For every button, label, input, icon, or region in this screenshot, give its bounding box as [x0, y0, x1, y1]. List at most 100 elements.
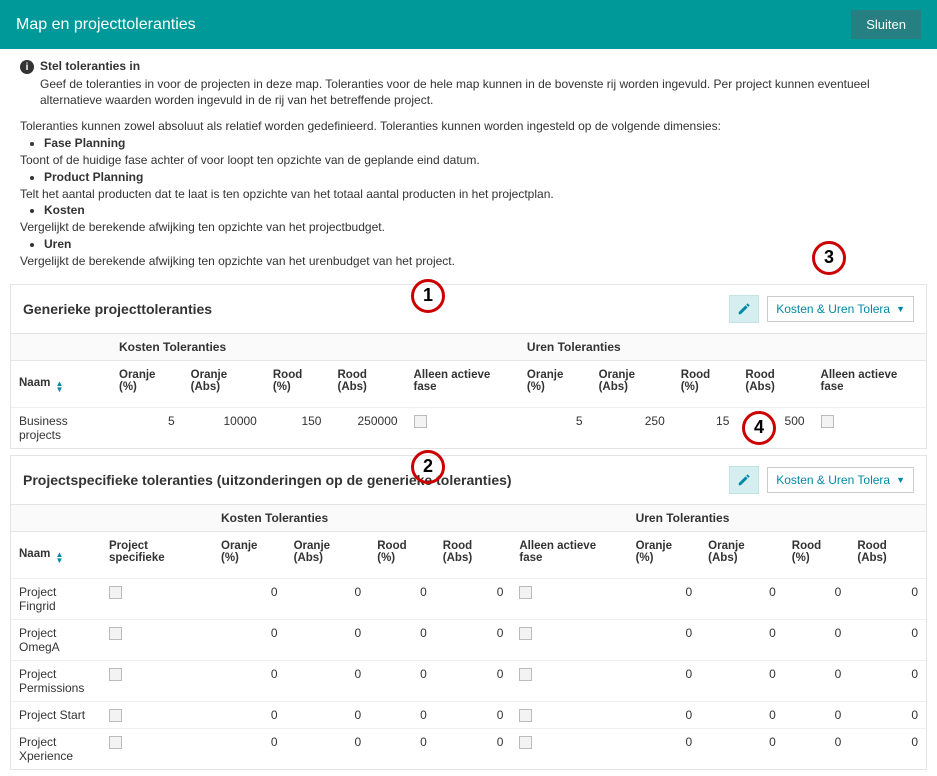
table-row: Project Permissions00000000	[11, 660, 926, 701]
checkbox[interactable]	[519, 736, 532, 749]
specific-table: Kosten Toleranties Uren Toleranties Naam…	[11, 504, 926, 769]
cell-ps	[101, 660, 213, 701]
cell-u-rpct: 0	[784, 660, 850, 701]
cell-u-oabs: 0	[700, 660, 784, 701]
cell-k-opct: 0	[213, 578, 286, 619]
cell-u-rabs: 500	[737, 407, 812, 448]
col-k-rabs: Rood (Abs)	[329, 360, 405, 407]
col-u-opct: Oranje (%)	[519, 360, 591, 407]
col-k-rabs: Rood (Abs)	[435, 531, 512, 578]
dimension-head: Product Planning	[44, 169, 917, 186]
dialog-header: Map en projecttoleranties Sluiten	[0, 0, 937, 49]
col-u-opct: Oranje (%)	[628, 531, 701, 578]
col-u-rabs: Rood (Abs)	[737, 360, 812, 407]
cell-k-rpct: 0	[369, 728, 435, 769]
checkbox[interactable]	[519, 627, 532, 640]
col-naam[interactable]: Naam ▲▼	[11, 360, 111, 407]
dimension-head: Fase Planning	[44, 135, 917, 152]
generic-edit-button[interactable]	[729, 295, 759, 323]
cell-u-opct: 0	[628, 578, 701, 619]
checkbox[interactable]	[109, 709, 122, 722]
cell-k-rpct: 0	[369, 660, 435, 701]
cell-u-rpct: 0	[784, 619, 850, 660]
close-button[interactable]: Sluiten	[851, 10, 921, 39]
checkbox[interactable]	[109, 627, 122, 640]
specific-title: Projectspecifieke toleranties (uitzonder…	[23, 472, 512, 488]
dropdown-label: Kosten & Uren Tolera	[776, 302, 890, 316]
sort-icon: ▲▼	[56, 552, 64, 564]
cell-ps	[101, 578, 213, 619]
checkbox[interactable]	[519, 668, 532, 681]
checkbox[interactable]	[519, 709, 532, 722]
callout-1: 1	[411, 279, 445, 313]
dimension-body: Vergelijkt de berekende afwijking ten op…	[20, 219, 917, 236]
cell-name: Project OmegA	[11, 619, 101, 660]
cell-k-oabs: 0	[286, 619, 370, 660]
col-k-opct: Oranje (%)	[111, 360, 183, 407]
cell-k-active	[511, 728, 627, 769]
col-u-oabs: Oranje (Abs)	[700, 531, 784, 578]
col-u-rpct: Rood (%)	[673, 360, 738, 407]
specific-view-dropdown[interactable]: Kosten & Uren Tolera ▼	[767, 467, 914, 493]
group-kosten: Kosten Toleranties	[213, 504, 628, 531]
cell-u-rpct: 15	[673, 407, 738, 448]
cell-u-opct: 0	[628, 701, 701, 728]
checkbox[interactable]	[109, 586, 122, 599]
cell-ps	[101, 701, 213, 728]
cell-k-oabs: 0	[286, 660, 370, 701]
cell-u-rpct: 0	[784, 578, 850, 619]
col-u-active: Alleen actieve fase	[813, 360, 926, 407]
cell-k-active	[406, 407, 519, 448]
checkbox[interactable]	[519, 586, 532, 599]
cell-u-opct: 5	[519, 407, 591, 448]
cell-u-rpct: 0	[784, 728, 850, 769]
cell-k-rabs: 0	[435, 619, 512, 660]
description-block: Toleranties kunnen zowel absoluut als re…	[0, 114, 937, 277]
col-k-opct: Oranje (%)	[213, 531, 286, 578]
dimension-body: Toont of de huidige fase achter of voor …	[20, 152, 917, 169]
table-row: Project Fingrid00000000	[11, 578, 926, 619]
cell-k-opct: 0	[213, 728, 286, 769]
dropdown-label: Kosten & Uren Tolera	[776, 473, 890, 487]
generic-view-dropdown[interactable]: Kosten & Uren Tolera ▼	[767, 296, 914, 322]
cell-k-rabs: 0	[435, 701, 512, 728]
table-row: Project Start00000000	[11, 701, 926, 728]
cell-ps	[101, 728, 213, 769]
cell-k-rabs: 0	[435, 728, 512, 769]
cell-u-opct: 0	[628, 619, 701, 660]
checkbox[interactable]	[109, 736, 122, 749]
col-u-oabs: Oranje (Abs)	[591, 360, 673, 407]
checkbox[interactable]	[821, 415, 834, 428]
specific-edit-button[interactable]	[729, 466, 759, 494]
cell-name: Project Xperience	[11, 728, 101, 769]
cell-u-oabs: 250	[591, 407, 673, 448]
cell-name: Project Fingrid	[11, 578, 101, 619]
cell-k-active	[511, 619, 627, 660]
cell-k-rabs: 0	[435, 578, 512, 619]
cell-k-rabs: 250000	[329, 407, 405, 448]
cell-k-rpct: 0	[369, 701, 435, 728]
cell-k-active	[511, 578, 627, 619]
cell-k-opct: 5	[111, 407, 183, 448]
col-k-oabs: Oranje (Abs)	[286, 531, 370, 578]
col-naam[interactable]: Naam ▲▼	[11, 531, 101, 578]
col-u-rpct: Rood (%)	[784, 531, 850, 578]
dimension-head: Kosten	[44, 202, 917, 219]
cell-u-oabs: 0	[700, 619, 784, 660]
cell-u-rpct: 0	[784, 701, 850, 728]
cell-k-rpct: 0	[369, 578, 435, 619]
chevron-down-icon: ▼	[896, 475, 905, 485]
col-k-oabs: Oranje (Abs)	[183, 360, 265, 407]
checkbox[interactable]	[109, 668, 122, 681]
intro-body: Geef de toleranties in voor de projecten…	[40, 76, 917, 108]
cell-ps	[101, 619, 213, 660]
cell-u-rabs: 0	[849, 660, 926, 701]
col-k-active: Alleen actieve fase	[406, 360, 519, 407]
table-row: Project OmegA00000000	[11, 619, 926, 660]
cell-u-oabs: 0	[700, 728, 784, 769]
cell-k-opct: 0	[213, 701, 286, 728]
cell-u-oabs: 0	[700, 578, 784, 619]
info-icon: i	[20, 60, 34, 74]
col-u-rabs: Rood (Abs)	[849, 531, 926, 578]
checkbox[interactable]	[414, 415, 427, 428]
